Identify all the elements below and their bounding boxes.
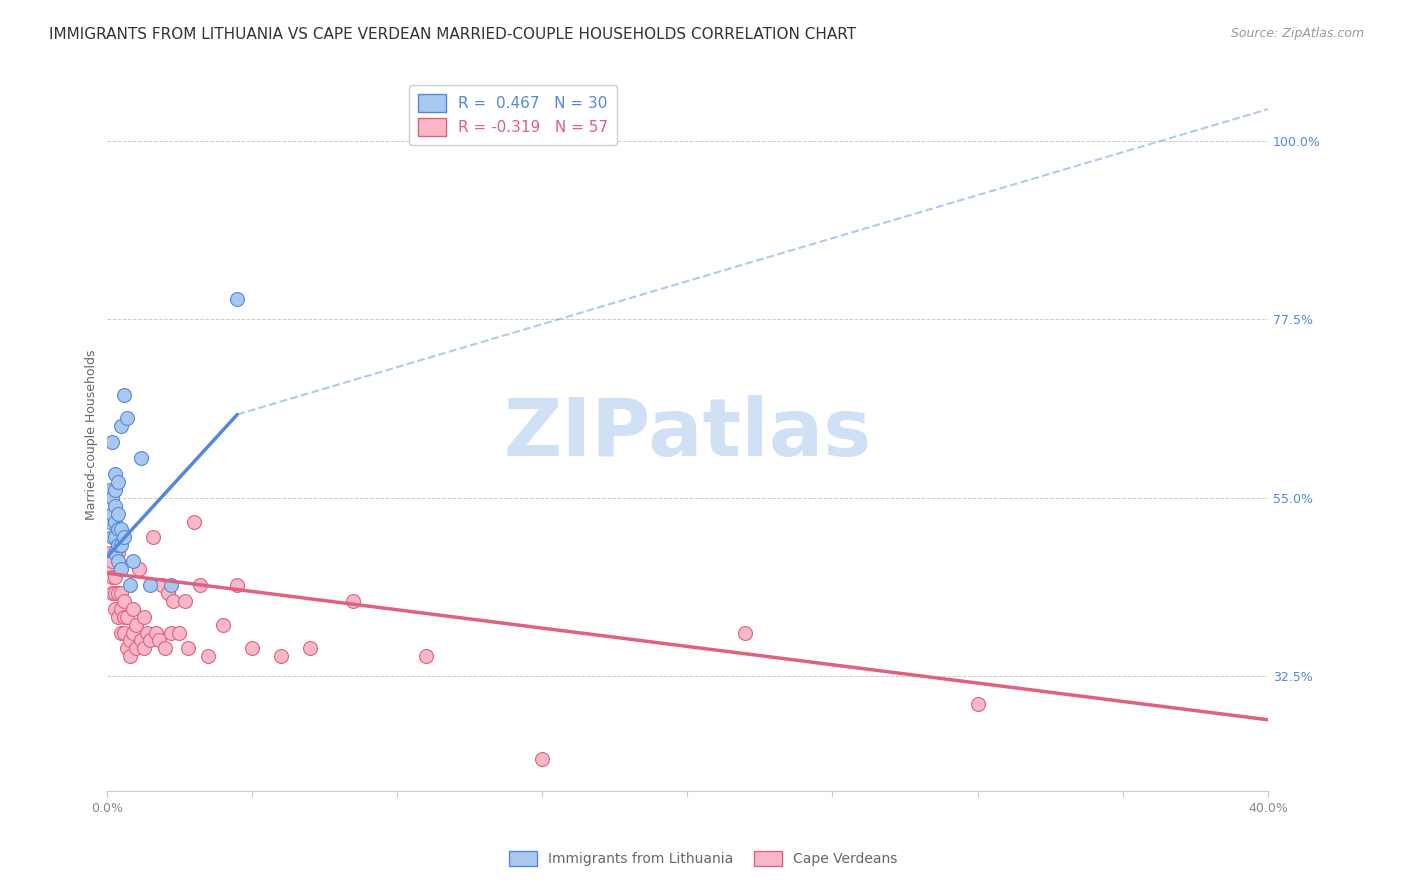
Point — [531, 752, 554, 766]
Legend: R =  0.467   N = 30, R = -0.319   N = 57: R = 0.467 N = 30, R = -0.319 N = 57 — [409, 85, 617, 145]
Point — [110, 562, 132, 576]
Point — [734, 625, 756, 640]
Point — [112, 594, 135, 608]
Point — [101, 507, 124, 521]
Point — [107, 586, 129, 600]
Point — [148, 633, 170, 648]
Point — [104, 530, 127, 544]
Point — [101, 554, 124, 568]
Point — [110, 601, 132, 615]
Point — [159, 578, 181, 592]
Point — [104, 467, 127, 481]
Point — [101, 435, 124, 450]
Point — [270, 649, 292, 664]
Point — [110, 538, 132, 552]
Point — [153, 641, 176, 656]
Point — [98, 546, 121, 560]
Point — [188, 578, 211, 592]
Point — [131, 633, 153, 648]
Point — [107, 475, 129, 489]
Point — [240, 641, 263, 656]
Point — [966, 697, 988, 711]
Point — [110, 586, 132, 600]
Point — [134, 609, 156, 624]
Point — [211, 617, 233, 632]
Point — [226, 578, 249, 592]
Point — [107, 507, 129, 521]
Point — [128, 562, 150, 576]
Point — [115, 609, 138, 624]
Point — [104, 570, 127, 584]
Point — [134, 641, 156, 656]
Point — [98, 562, 121, 576]
Point — [150, 578, 173, 592]
Point — [197, 649, 219, 664]
Point — [112, 387, 135, 401]
Point — [124, 617, 146, 632]
Point — [115, 411, 138, 425]
Point — [167, 625, 190, 640]
Point — [104, 586, 127, 600]
Y-axis label: Married-couple Households: Married-couple Households — [86, 349, 98, 519]
Point — [101, 530, 124, 544]
Point — [162, 594, 184, 608]
Point — [101, 491, 124, 505]
Point — [107, 546, 129, 560]
Point — [118, 578, 141, 592]
Point — [124, 641, 146, 656]
Point — [104, 546, 127, 560]
Text: ZIPatlas: ZIPatlas — [503, 395, 872, 474]
Point — [131, 451, 153, 466]
Point — [98, 483, 121, 497]
Point — [104, 530, 127, 544]
Point — [121, 601, 143, 615]
Point — [139, 633, 162, 648]
Point — [226, 293, 249, 307]
Point — [415, 649, 437, 664]
Point — [174, 594, 197, 608]
Point — [104, 601, 127, 615]
Point — [110, 625, 132, 640]
Point — [145, 625, 167, 640]
Point — [183, 515, 205, 529]
Point — [118, 649, 141, 664]
Point — [159, 625, 181, 640]
Point — [118, 633, 141, 648]
Text: IMMIGRANTS FROM LITHUANIA VS CAPE VERDEAN MARRIED-COUPLE HOUSEHOLDS CORRELATION : IMMIGRANTS FROM LITHUANIA VS CAPE VERDEA… — [49, 27, 856, 42]
Point — [139, 578, 162, 592]
Point — [121, 625, 143, 640]
Point — [107, 538, 129, 552]
Point — [342, 594, 364, 608]
Point — [110, 419, 132, 434]
Point — [107, 523, 129, 537]
Point — [110, 530, 132, 544]
Legend: Immigrants from Lithuania, Cape Verdeans: Immigrants from Lithuania, Cape Verdeans — [503, 846, 903, 871]
Point — [136, 625, 159, 640]
Point — [101, 586, 124, 600]
Point — [112, 609, 135, 624]
Point — [142, 530, 165, 544]
Point — [115, 641, 138, 656]
Text: Source: ZipAtlas.com: Source: ZipAtlas.com — [1230, 27, 1364, 40]
Point — [112, 625, 135, 640]
Point — [101, 570, 124, 584]
Point — [110, 523, 132, 537]
Point — [104, 515, 127, 529]
Point — [298, 641, 321, 656]
Point — [112, 530, 135, 544]
Point — [98, 515, 121, 529]
Point — [107, 609, 129, 624]
Point — [107, 554, 129, 568]
Point — [104, 483, 127, 497]
Point — [177, 641, 200, 656]
Point — [121, 554, 143, 568]
Point — [104, 499, 127, 513]
Point — [156, 586, 179, 600]
